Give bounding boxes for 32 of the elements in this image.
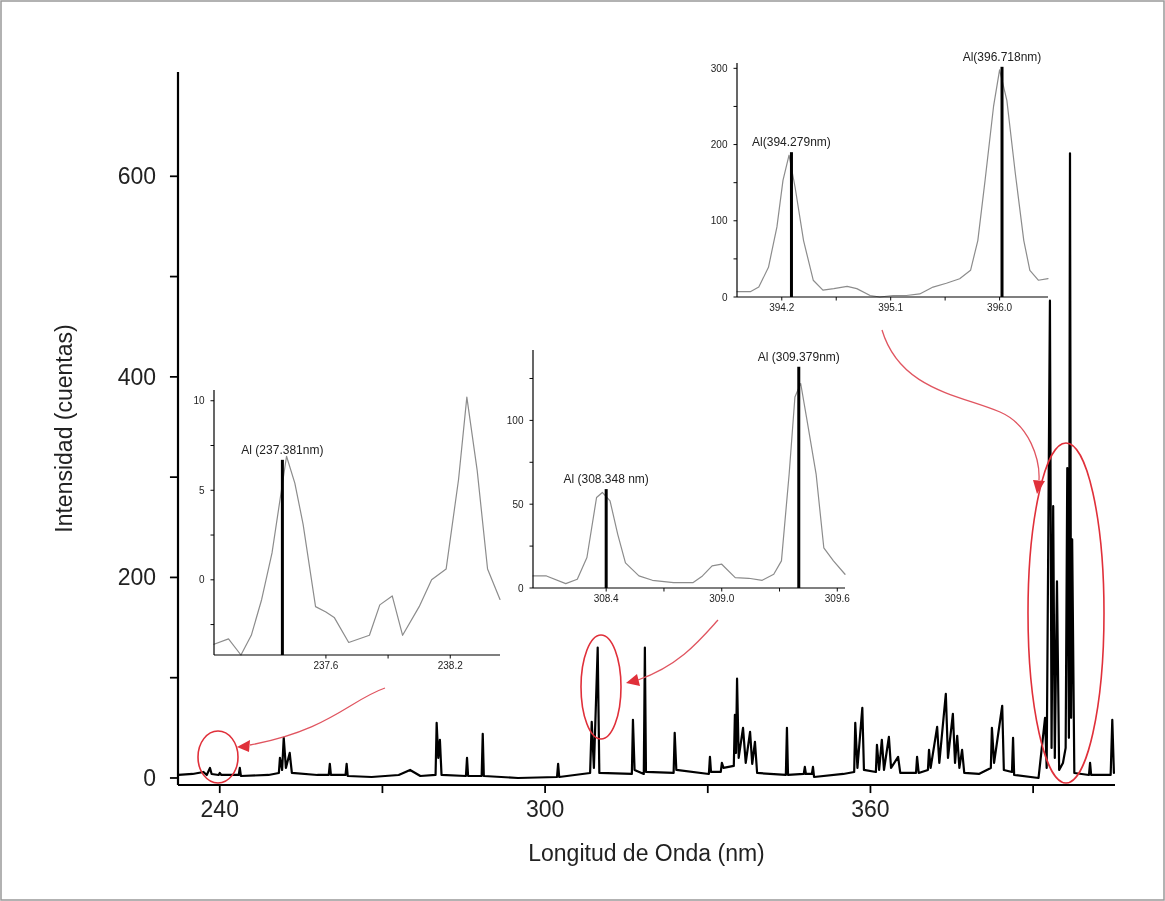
y-tick-label: 5 bbox=[198, 484, 205, 496]
y-tick-label: 100 bbox=[506, 414, 524, 426]
y-tick-label: 10 bbox=[193, 395, 205, 407]
line-series bbox=[532, 382, 846, 585]
y-tick-label: 100 bbox=[710, 215, 728, 227]
y-tick-label: 300 bbox=[710, 62, 728, 74]
annotation: Al (308.348 nm) bbox=[563, 472, 649, 487]
annotation: Al(394.279nm) bbox=[752, 135, 831, 150]
annotation: Al (309.379nm) bbox=[757, 349, 840, 364]
annotation: Al (237.381nm) bbox=[241, 442, 324, 457]
y-tick-label: 0 bbox=[721, 291, 728, 303]
x-tick-label: 237.6 bbox=[313, 660, 339, 671]
y-tick-label: 600 bbox=[117, 163, 157, 190]
x-tick-label: 308.4 bbox=[593, 593, 620, 604]
y-tick-label: 0 bbox=[143, 765, 157, 792]
x-tick-label: 394.2 bbox=[769, 302, 795, 313]
annotation: Al(396.718nm) bbox=[962, 49, 1042, 64]
y-tick-label: 200 bbox=[710, 139, 728, 151]
x-tick-label: 360 bbox=[851, 796, 890, 823]
y-tick-label: 400 bbox=[117, 363, 157, 390]
x-tick-label: 240 bbox=[200, 796, 239, 823]
x-tick-label: 309.6 bbox=[824, 593, 851, 604]
y-tick-label: 200 bbox=[117, 564, 157, 591]
x-tick-label: 395.1 bbox=[878, 302, 904, 313]
x-axis-title: Longitud de Onda (nm) bbox=[528, 839, 765, 866]
y-axis-title: Intensidad (cuentas) bbox=[51, 324, 78, 533]
x-tick-label: 396.0 bbox=[987, 302, 1013, 313]
y-tick-label: 0 bbox=[517, 582, 524, 594]
x-tick-label: 238.2 bbox=[437, 660, 464, 671]
y-tick-label: 0 bbox=[198, 574, 205, 586]
x-tick-label: 309.0 bbox=[709, 593, 735, 604]
y-tick-label: 50 bbox=[512, 498, 524, 510]
